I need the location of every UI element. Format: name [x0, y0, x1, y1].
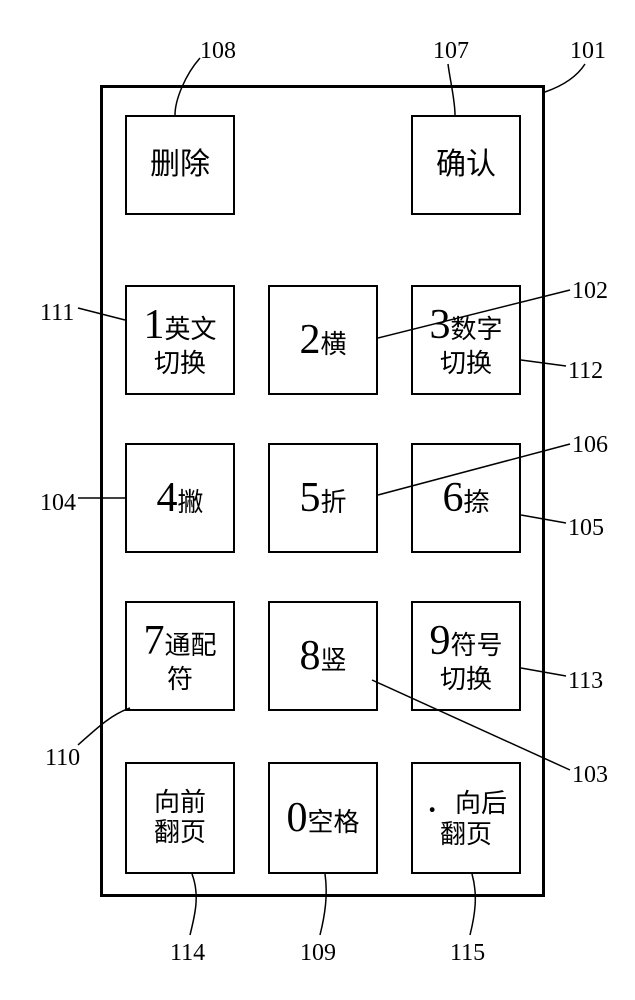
callout-108: 108	[200, 38, 236, 65]
callout-109: 109	[300, 940, 336, 967]
key-8-cn1: 竖	[320, 646, 346, 676]
delete-key-label: 删除	[150, 148, 210, 183]
key-7[interactable]: 7通配 符	[125, 601, 235, 711]
callout-112: 112	[568, 358, 603, 385]
key-5[interactable]: 5折	[268, 443, 378, 553]
callout-101: 101	[570, 38, 606, 65]
key-8-num: 8	[299, 632, 320, 680]
delete-key[interactable]: 删除	[125, 115, 235, 215]
page-next-key[interactable]: ．向后 翻页	[411, 762, 521, 874]
page-prev-cn1: 向前	[154, 788, 206, 818]
confirm-key-label: 确认	[436, 148, 496, 183]
callout-115: 115	[450, 940, 485, 967]
page-prev-key[interactable]: 向前 翻页	[125, 762, 235, 874]
key-1[interactable]: 1英文 切换	[125, 285, 235, 395]
confirm-key[interactable]: 确认	[411, 115, 521, 215]
key-1-cn1: 英文	[164, 315, 216, 345]
callout-111: 111	[40, 300, 74, 327]
key-4[interactable]: 4撇	[125, 443, 235, 553]
callout-106: 106	[572, 432, 608, 459]
key-4-cn1: 撇	[177, 488, 203, 518]
key-0-num: 0	[286, 794, 307, 842]
key-8[interactable]: 8竖	[268, 601, 378, 711]
diagram-stage: 删除 确认 1英文 切换 2横 3数字 切换 4撇 5折 6捺 7通配 符 8竖…	[0, 0, 635, 1000]
key-2[interactable]: 2横	[268, 285, 378, 395]
callout-110: 110	[45, 745, 80, 772]
key-6-num: 6	[442, 474, 463, 522]
key-7-cn2: 符	[167, 665, 193, 695]
key-6-cn1: 捺	[463, 488, 489, 518]
key-0[interactable]: 0空格	[268, 762, 378, 874]
page-next-cn2: 翻页	[440, 820, 492, 850]
page-next-dot: ．	[425, 786, 455, 821]
key-7-num: 7	[143, 617, 164, 665]
key-3-cn1: 数字	[450, 315, 502, 345]
key-2-cn1: 横	[320, 330, 346, 360]
callout-107: 107	[433, 38, 469, 65]
callout-104: 104	[40, 490, 76, 517]
key-5-cn1: 折	[320, 488, 346, 518]
page-prev-cn2: 翻页	[154, 818, 206, 848]
callout-105: 105	[568, 515, 604, 542]
key-9-num: 9	[429, 617, 450, 665]
key-2-num: 2	[299, 316, 320, 364]
callout-114: 114	[170, 940, 205, 967]
key-6[interactable]: 6捺	[411, 443, 521, 553]
page-next-cn1: 向后	[455, 789, 507, 819]
key-9[interactable]: 9符号 切换	[411, 601, 521, 711]
callout-103: 103	[572, 762, 608, 789]
key-9-cn1: 符号	[450, 631, 502, 661]
key-4-num: 4	[156, 474, 177, 522]
key-5-num: 5	[299, 474, 320, 522]
key-7-cn1: 通配	[164, 631, 216, 661]
key-1-cn2: 切换	[154, 349, 206, 379]
key-3-cn2: 切换	[440, 349, 492, 379]
key-0-cn1: 空格	[307, 808, 359, 838]
key-1-num: 1	[143, 301, 164, 349]
key-3-num: 3	[429, 301, 450, 349]
key-9-cn2: 切换	[440, 665, 492, 695]
callout-113: 113	[568, 668, 603, 695]
callout-102: 102	[572, 278, 608, 305]
key-3[interactable]: 3数字 切换	[411, 285, 521, 395]
